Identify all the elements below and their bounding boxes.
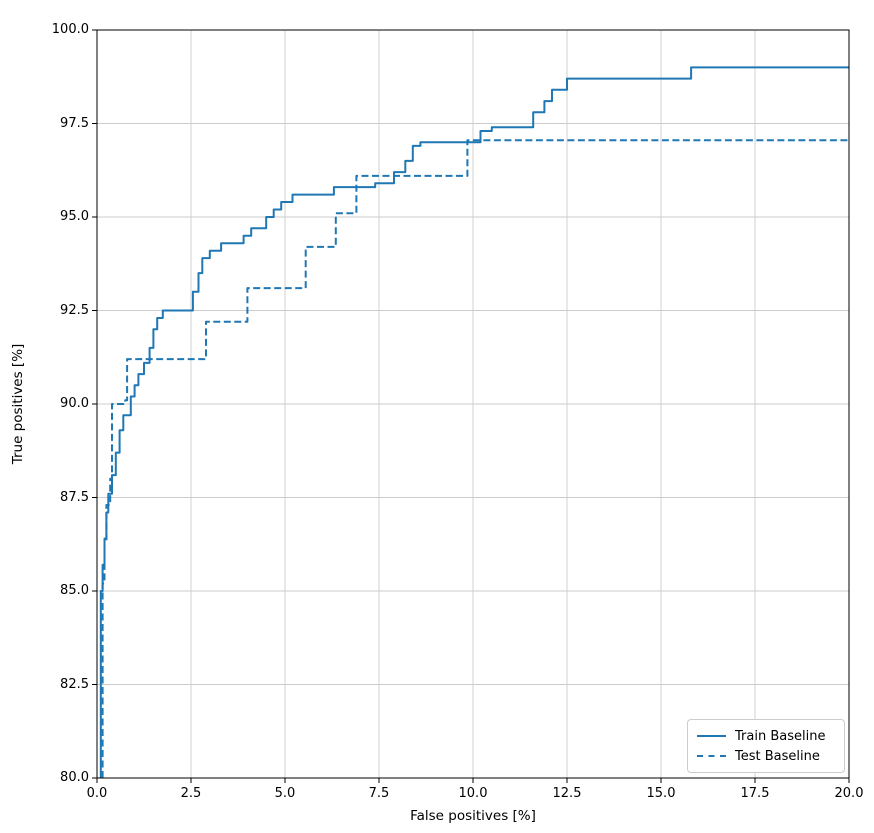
train-baseline-line-sample	[697, 735, 726, 737]
x-tick-label: 7.5	[368, 786, 390, 801]
train-baseline-line	[99, 66, 849, 778]
legend-item-test-baseline: Test Baseline	[697, 746, 835, 766]
legend: Train Baseline Test Baseline	[687, 719, 845, 773]
y-tick-label: 90.0	[60, 396, 89, 411]
x-tick-label: 15.0	[646, 786, 676, 801]
legend-label-test-baseline: Test Baseline	[735, 748, 820, 764]
y-axis-label: True positives [%]	[10, 343, 26, 465]
y-tick-label: 80.0	[60, 770, 89, 785]
x-tick-label: 5.0	[274, 786, 296, 801]
x-tick-label: 17.5	[740, 786, 770, 801]
legend-item-train-baseline: Train Baseline	[697, 726, 835, 746]
x-tick-label: 2.5	[180, 786, 202, 801]
x-tick-label: 0.0	[86, 786, 108, 801]
x-tick-label: 10.0	[458, 786, 488, 801]
plot-area	[92, 29, 850, 783]
y-tick-label: 95.0	[60, 209, 89, 224]
test-baseline-line-sample	[697, 755, 726, 757]
x-tick-label: 20.0	[834, 786, 864, 801]
y-tick-label: 97.5	[60, 115, 89, 131]
y-tick-label: 82.5	[60, 676, 89, 692]
y-tick-label: 92.5	[60, 302, 89, 318]
legend-label-train-baseline: Train Baseline	[735, 728, 826, 744]
x-axis-label: False positives [%]	[410, 808, 536, 824]
y-tick-label: 100.0	[51, 22, 89, 37]
test-baseline-line	[101, 139, 849, 778]
x-tick-label: 12.5	[552, 786, 582, 801]
y-tick-label: 87.5	[60, 489, 89, 505]
y-tick-label: 85.0	[60, 583, 89, 598]
